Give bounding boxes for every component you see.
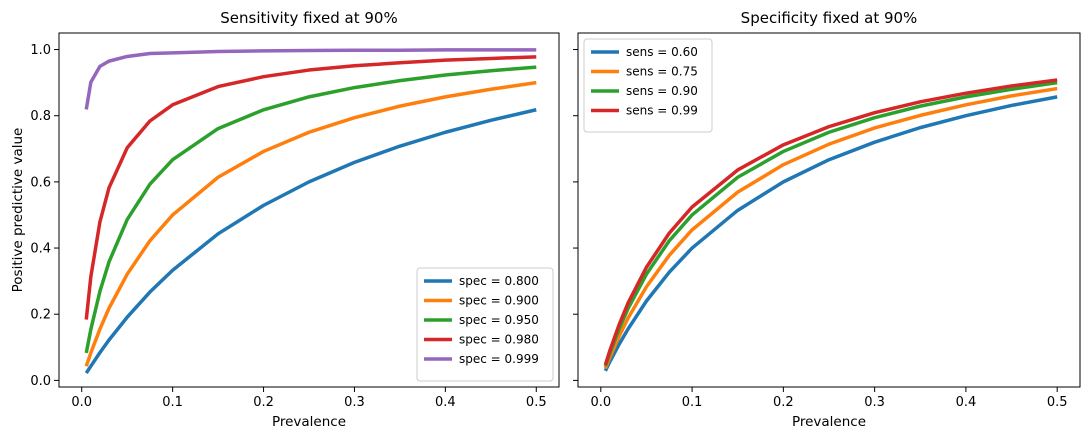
- legend-label-3: sens = 0.90: [626, 84, 698, 98]
- x-tick-label: 0.5: [1047, 395, 1068, 410]
- x-axis-label: Prevalence: [792, 414, 866, 430]
- y-tick-label: 0.8: [30, 109, 51, 124]
- x-tick-label: 0.3: [864, 395, 885, 410]
- y-axis-label: Positive predictive value: [10, 128, 26, 293]
- x-tick-label: 0.4: [956, 395, 977, 410]
- x-tick-label: 0.3: [344, 395, 365, 410]
- series-line-5: [84, 48, 537, 110]
- series-line-1: [603, 95, 1058, 372]
- x-tick-label: 0.2: [253, 395, 274, 410]
- chart-title: Sensitivity fixed at 90%: [220, 9, 397, 27]
- legend-label-1: sens = 0.60: [626, 45, 698, 59]
- x-tick-label: 0.2: [773, 395, 794, 410]
- series-line-2: [84, 80, 537, 367]
- legend-label-4: sens = 0.99: [626, 104, 698, 118]
- plot-frame: [58, 32, 560, 388]
- x-tick-label: 0.0: [71, 395, 92, 410]
- legend-label-2: sens = 0.75: [626, 65, 698, 79]
- chart-panel-1: Sensitivity fixed at 90% 0.0 0.1 0.2 0.3 0.4 0…: [10, 9, 560, 430]
- y-tick-label: 0.2: [30, 308, 51, 323]
- series-line-2: [603, 86, 1058, 370]
- series-line-4: [603, 78, 1058, 366]
- y-tick-label: 0.4: [30, 242, 51, 257]
- x-tick-label: 0.4: [435, 395, 456, 410]
- x-tick-label: 0.1: [162, 395, 183, 410]
- plot-frame: [577, 32, 1081, 388]
- legend: sens = 0.60 sens = 0.75 sens = 0.90 sens = …: [583, 38, 713, 133]
- x-tick-label: 0.5: [526, 395, 547, 410]
- y-tick-label: 0.6: [30, 175, 51, 190]
- legend-label-4: spec = 0.980: [459, 333, 539, 347]
- legend-label-3: spec = 0.950: [459, 313, 539, 327]
- y-tick-label: 1.0: [30, 43, 51, 58]
- series-line-4: [84, 55, 537, 320]
- y-tick-label: 0.0: [30, 374, 51, 389]
- legend-box: [416, 267, 554, 382]
- series-line-3: [84, 65, 537, 354]
- legend: spec = 0.800 spec = 0.900 spec = 0.950 spec…: [416, 267, 554, 382]
- legend-label-2: spec = 0.900: [459, 294, 539, 308]
- legend-label-1: spec = 0.800: [459, 274, 539, 288]
- chart-panel-2: Specificity fixed at 90% 0.0 0.1 0.2 0.3 0.4 0…: [573, 9, 1081, 430]
- x-tick-label: 0.1: [682, 395, 703, 410]
- series-line-3: [603, 80, 1058, 367]
- x-axis-label: Prevalence: [272, 414, 346, 430]
- x-tick-label: 0.0: [590, 395, 611, 410]
- legend-label-5: spec = 0.999: [459, 352, 539, 366]
- series-line-1: [84, 108, 537, 375]
- chart-title: Specificity fixed at 90%: [741, 9, 918, 27]
